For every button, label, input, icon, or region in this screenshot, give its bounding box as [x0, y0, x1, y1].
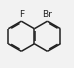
Text: Br: Br: [42, 10, 52, 19]
Text: F: F: [19, 10, 24, 19]
